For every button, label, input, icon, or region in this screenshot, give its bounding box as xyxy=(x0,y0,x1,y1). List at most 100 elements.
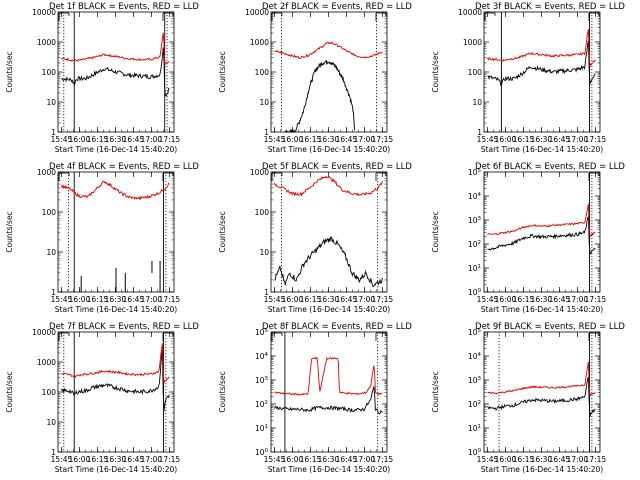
detector-panel-2: Det 2f BLACK = Events, RED = LLD 1 10 100 10… xyxy=(218,2,412,154)
x-tick-label: 16:30 xyxy=(531,455,553,464)
x-tick-label: 16:15 xyxy=(300,455,322,464)
y-tick-label: 103 xyxy=(468,216,482,225)
series-black xyxy=(61,350,170,412)
y-tick-label: 10 xyxy=(46,418,56,427)
y-axis-label: Counts/sec xyxy=(431,371,440,412)
detector-panel-9: Det 9f BLACK = Events, RED = LLD 100 101 10… xyxy=(431,322,625,474)
plot-frame xyxy=(270,171,388,293)
series-red xyxy=(487,203,596,238)
y-tick-label: 100 xyxy=(42,388,57,397)
corner-mark xyxy=(162,172,174,181)
series-red xyxy=(61,343,170,384)
x-tick-label: 16:30 xyxy=(105,455,127,464)
x-tick-label: 16:45 xyxy=(123,455,145,464)
y-tick-label: 10000 xyxy=(245,8,269,17)
series-black xyxy=(487,40,596,87)
y-tick-label: 102 xyxy=(255,400,268,409)
y-tick-label: 10 xyxy=(259,248,269,257)
y-tick-label: 104 xyxy=(468,192,482,201)
x-tick-label: 16:30 xyxy=(531,135,553,144)
y-tick-label: 10 xyxy=(46,248,56,257)
x-tick-label: 17:15 xyxy=(585,455,607,464)
x-tick-label: 16:30 xyxy=(531,295,553,304)
x-tick-label: 17:15 xyxy=(159,135,181,144)
y-tick-label: 10 xyxy=(472,98,482,107)
series-black xyxy=(274,236,383,288)
y-tick-label: 104 xyxy=(255,352,269,361)
x-tick-label: 16:00 xyxy=(495,295,517,304)
y-axis-label: Counts/sec xyxy=(431,211,440,252)
y-tick-label: 10 xyxy=(259,98,269,107)
y-tick-label: 10000 xyxy=(458,8,482,17)
y-axis-label: Counts/sec xyxy=(5,51,14,92)
panel-title: Det 1f BLACK = Events, RED = LLD xyxy=(49,2,199,12)
y-tick-label: 1000 xyxy=(250,38,269,47)
x-tick-label: 16:45 xyxy=(123,135,145,144)
series-black xyxy=(274,386,383,415)
x-tick-label: 17:00 xyxy=(567,295,589,304)
x-tick-label: 17:00 xyxy=(354,455,376,464)
corner-mark xyxy=(271,172,283,181)
panel-title: Det 4f BLACK = Events, RED = LLD xyxy=(49,162,199,172)
y-tick-label: 1000 xyxy=(37,358,56,367)
y-tick-label: 101 xyxy=(468,424,481,433)
y-axis-label: Counts/sec xyxy=(431,51,440,92)
y-tick-label: 10000 xyxy=(32,328,56,337)
y-tick-label: 100 xyxy=(255,448,269,457)
plot-frame xyxy=(483,171,601,293)
x-tick-label: 15:45 xyxy=(264,295,286,304)
y-tick-label: 100 xyxy=(42,208,57,217)
x-tick-label: 17:00 xyxy=(354,295,376,304)
y-tick-label: 105 xyxy=(255,328,269,337)
detector-panel-4: Det 4f BLACK = Events, RED = LLD 1 10 100 10… xyxy=(5,162,199,314)
x-tick-label: 16:30 xyxy=(318,135,340,144)
x-tick-label: 16:30 xyxy=(318,455,340,464)
corner-mark xyxy=(58,12,70,21)
series-red xyxy=(487,361,596,397)
y-tick-label: 102 xyxy=(468,400,481,409)
y-tick-label: 102 xyxy=(468,240,481,249)
x-tick-label: 15:45 xyxy=(477,135,499,144)
y-tick-label: 1 xyxy=(51,448,56,457)
series-red xyxy=(274,175,383,197)
x-tick-label: 17:15 xyxy=(372,455,394,464)
x-tick-label: 17:00 xyxy=(141,295,163,304)
x-tick-label: 15:45 xyxy=(477,455,499,464)
x-tick-label: 17:15 xyxy=(372,295,394,304)
detector-panel-1: Det 1f BLACK = Events, RED = LLD 1 10 100 10… xyxy=(5,2,199,154)
y-tick-label: 1 xyxy=(264,128,269,137)
y-axis-label: Counts/sec xyxy=(5,371,14,412)
panel-title: Det 2f BLACK = Events, RED = LLD xyxy=(262,2,412,12)
x-axis-label: Start Time (16-Dec-14 15:40:20) xyxy=(481,465,603,474)
y-tick-label: 100 xyxy=(468,448,482,457)
series-red xyxy=(274,356,383,396)
y-tick-label: 100 xyxy=(42,68,57,77)
y-tick-label: 100 xyxy=(255,208,270,217)
y-tick-label: 104 xyxy=(468,352,482,361)
x-tick-label: 15:45 xyxy=(264,135,286,144)
y-tick-label: 101 xyxy=(468,264,481,273)
x-tick-label: 16:45 xyxy=(336,455,358,464)
y-tick-label: 105 xyxy=(468,168,482,177)
x-tick-label: 15:45 xyxy=(264,455,286,464)
x-tick-label: 16:15 xyxy=(87,455,109,464)
panel-title: Det 9f BLACK = Events, RED = LLD xyxy=(475,322,625,332)
y-tick-label: 1000 xyxy=(463,38,482,47)
corner-mark xyxy=(375,12,387,21)
x-tick-label: 17:15 xyxy=(372,135,394,144)
y-tick-label: 1 xyxy=(51,128,56,137)
plot-frame xyxy=(270,11,388,133)
x-tick-label: 16:30 xyxy=(318,295,340,304)
series-black xyxy=(487,377,596,418)
y-tick-label: 1000 xyxy=(250,168,269,177)
y-tick-label: 101 xyxy=(255,424,268,433)
x-tick-label: 16:15 xyxy=(87,135,109,144)
corner-mark xyxy=(375,172,387,181)
x-axis-label: Start Time (16-Dec-14 15:40:20) xyxy=(55,145,177,154)
y-tick-label: 10000 xyxy=(32,8,56,17)
y-tick-label: 103 xyxy=(255,376,269,385)
series-black xyxy=(487,215,596,255)
x-tick-label: 16:45 xyxy=(123,295,145,304)
y-tick-label: 100 xyxy=(255,68,270,77)
y-axis-label: Counts/sec xyxy=(218,51,227,92)
